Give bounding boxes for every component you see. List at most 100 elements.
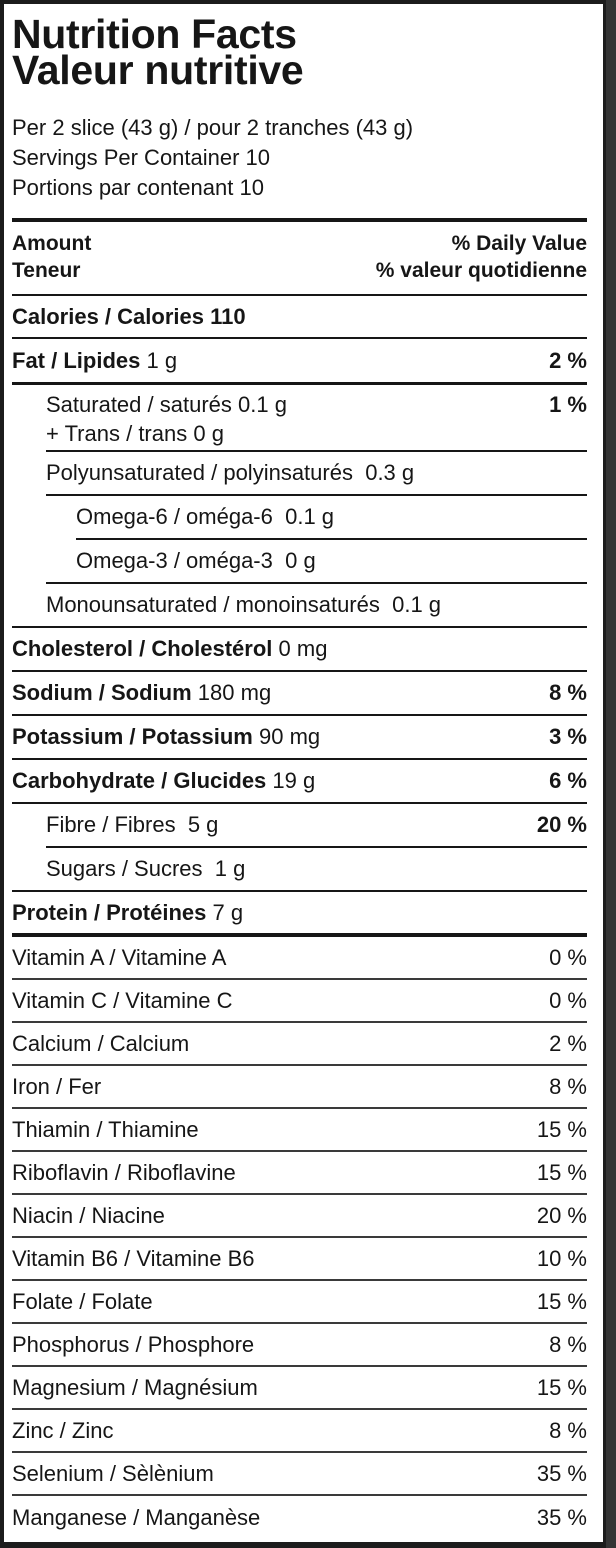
vitamin-dv: 15 % xyxy=(536,1159,587,1185)
vitamin-row: Folate / Folate 15 % xyxy=(12,1281,587,1324)
nutrient-row: Carbohydrate / Glucides 19 g 6 % xyxy=(12,760,587,804)
teneur-label: Teneur xyxy=(12,259,81,282)
fat-label: Fat / Lipides xyxy=(12,347,141,373)
vitamin-label: Vitamin A / Vitamine A xyxy=(12,944,227,970)
nutrient-label: Sugars / Sucres xyxy=(46,856,203,881)
nutrient-row: Protein / Protéines 7 g xyxy=(12,892,587,937)
vitamin-label: Selenium / Sèlènium xyxy=(12,1460,214,1486)
nutrient-label: Protein / Protéines xyxy=(12,899,207,925)
calories-row: Calories / Calories 110 xyxy=(12,296,587,339)
nutrient-row: Sodium / Sodium 180 mg 8 % xyxy=(12,672,587,716)
nutrient-label: Polyunsaturated / polyinsaturés xyxy=(46,460,353,485)
nutrient-row: Sugars / Sucres 1 g xyxy=(12,848,587,892)
title-fr: Valeur nutritive xyxy=(12,47,304,93)
nutrient-label: Cholesterol / Cholestérol xyxy=(12,636,273,661)
vitamin-label: Zinc / Zinc xyxy=(12,1417,114,1443)
title-en: Nutrition Facts xyxy=(12,11,297,57)
nutrient-amount: 19 g xyxy=(272,768,316,793)
vitamin-dv: 8 % xyxy=(549,1417,587,1443)
vitamin-row: Vitamin B6 / Vitamine B6 10 % xyxy=(12,1238,587,1281)
vitamin-dv: 20 % xyxy=(536,1202,587,1228)
vitamin-dv: 8 % xyxy=(549,1331,587,1357)
nutrient-dv: 20 % xyxy=(536,812,587,837)
vitamin-dv: 10 % xyxy=(536,1245,587,1271)
vitamin-dv: 2 % xyxy=(549,1030,587,1056)
fat-dv: 2 % xyxy=(549,347,587,373)
saturated-row: Saturated / saturés 0.1 g + Trans / tran… xyxy=(46,385,587,452)
serving-size: Per 2 slice (43 g) / pour 2 tranches (43… xyxy=(12,115,414,140)
nutrient-dv: 6 % xyxy=(549,768,587,793)
nutrient-label: Fibre / Fibres xyxy=(46,812,176,837)
vitamin-dv: 15 % xyxy=(536,1288,587,1314)
nutrient-amount: 0.3 g xyxy=(365,460,415,485)
nutrient-dv: 8 % xyxy=(549,680,587,705)
background-strip xyxy=(606,0,616,1548)
saturated-label: Saturated / saturés 0.1 g xyxy=(46,392,287,417)
nutrient-amount: 5 g xyxy=(187,812,219,837)
nutrient-amount: 1 g xyxy=(214,856,246,881)
nutrient-row: Fibre / Fibres 5 g 20 % xyxy=(46,804,587,848)
vitamin-label: Thiamin / Thiamine xyxy=(12,1116,199,1142)
vitamin-label: Manganese / Manganèse xyxy=(12,1504,261,1530)
nutrient-label: Omega-6 / oméga-6 xyxy=(76,504,273,529)
fat-row: Fat / Lipides 1 g 2 % xyxy=(12,339,587,385)
vitamin-label: Calcium / Calcium xyxy=(12,1030,190,1056)
vitamin-label: Vitamin C / Vitamine C xyxy=(12,987,233,1013)
vitamin-label: Iron / Fer xyxy=(12,1073,102,1099)
nutrient-row: Monounsaturated / monoinsaturés 0.1 g xyxy=(12,584,587,628)
vitamin-dv: 35 % xyxy=(536,1504,587,1530)
nutrient-label: Potassium / Potassium xyxy=(12,724,253,749)
vitamin-label: Riboflavin / Riboflavine xyxy=(12,1159,236,1185)
nutrient-label: Omega-3 / oméga-3 xyxy=(76,548,273,573)
vitamin-row: Phosphorus / Phosphore 8 % xyxy=(12,1324,587,1367)
vitamin-row: Niacin / Niacine 20 % xyxy=(12,1195,587,1238)
nutrient-row: Potassium / Potassium 90 mg 3 % xyxy=(12,716,587,760)
vitamin-row: Iron / Fer 8 % xyxy=(12,1066,587,1109)
nutrient-amount: 0 g xyxy=(285,548,316,573)
nutrient-row: Cholesterol / Cholestérol 0 mg xyxy=(12,628,587,672)
vitamin-label: Vitamin B6 / Vitamine B6 xyxy=(12,1245,255,1271)
vitamin-row: Calcium / Calcium 2 % xyxy=(12,1023,587,1066)
valeur-quotidienne-label: % valeur quotidienne xyxy=(375,259,587,282)
vitamin-label: Folate / Folate xyxy=(12,1288,153,1314)
nutrient-amount: 0.1 g xyxy=(392,592,442,617)
nutrient-label: Sodium / Sodium xyxy=(12,680,192,705)
vitamin-dv: 0 % xyxy=(549,987,587,1013)
vitamin-row: Selenium / Sèlènium 35 % xyxy=(12,1453,587,1496)
vitamin-row: Magnesium / Magnésium 15 % xyxy=(12,1367,587,1410)
fat-amount: 1 g xyxy=(146,347,178,373)
nutrient-amount: 7 g xyxy=(212,899,244,925)
nutrition-facts-panel: Nutrition Facts Valeur nutritive Per 2 s… xyxy=(4,4,603,1542)
nutrient-row: Omega-6 / oméga-6 0.1 g xyxy=(76,496,587,540)
nutrient-amount: 0 mg xyxy=(278,636,328,661)
nutrient-label: Monounsaturated / monoinsaturés xyxy=(46,592,380,617)
portions-par-contenant: Portions par contenant 10 xyxy=(12,175,264,200)
vitamin-row: Manganese / Manganèse 35 % xyxy=(12,1496,587,1539)
vitamin-label: Magnesium / Magnésium xyxy=(12,1374,258,1400)
thick-divider xyxy=(12,218,587,222)
servings-per-container: Servings Per Container 10 xyxy=(12,145,271,170)
calories-label: Calories / Calories 110 xyxy=(12,303,246,329)
vitamin-dv: 0 % xyxy=(549,944,587,970)
nutrient-amount: 0.1 g xyxy=(285,504,335,529)
title-block: Nutrition Facts Valeur nutritive xyxy=(12,4,587,93)
nutrient-row: Omega-3 / oméga-3 0 g xyxy=(46,540,587,584)
vitamin-dv: 8 % xyxy=(549,1073,587,1099)
nutrient-amount: 180 mg xyxy=(197,680,272,705)
vitamin-row: Vitamin C / Vitamine C 0 % xyxy=(12,980,587,1023)
vitamin-row: Thiamin / Thiamine 15 % xyxy=(12,1109,587,1152)
vitamin-row: Zinc / Zinc 8 % xyxy=(12,1410,587,1453)
nutrient-list: Polyunsaturated / polyinsaturés 0.3 g Ome… xyxy=(12,452,587,937)
vitamin-row: Vitamin A / Vitamine A 0 % xyxy=(12,937,587,980)
vitamin-label: Phosphorus / Phosphore xyxy=(12,1331,255,1357)
trans-label: + Trans / trans 0 g xyxy=(46,421,224,446)
vitamin-label: Niacin / Niacine xyxy=(12,1202,165,1228)
vitamin-dv: 15 % xyxy=(536,1374,587,1400)
daily-value-label: % Daily Value xyxy=(451,232,587,255)
vitamin-row: Riboflavin / Riboflavine 15 % xyxy=(12,1152,587,1195)
column-header: Amount Teneur % Daily Value % valeur quo… xyxy=(12,222,587,296)
amount-label: Amount xyxy=(12,232,92,255)
nutrient-row: Polyunsaturated / polyinsaturés 0.3 g xyxy=(46,452,587,496)
vitamin-dv: 15 % xyxy=(536,1116,587,1142)
